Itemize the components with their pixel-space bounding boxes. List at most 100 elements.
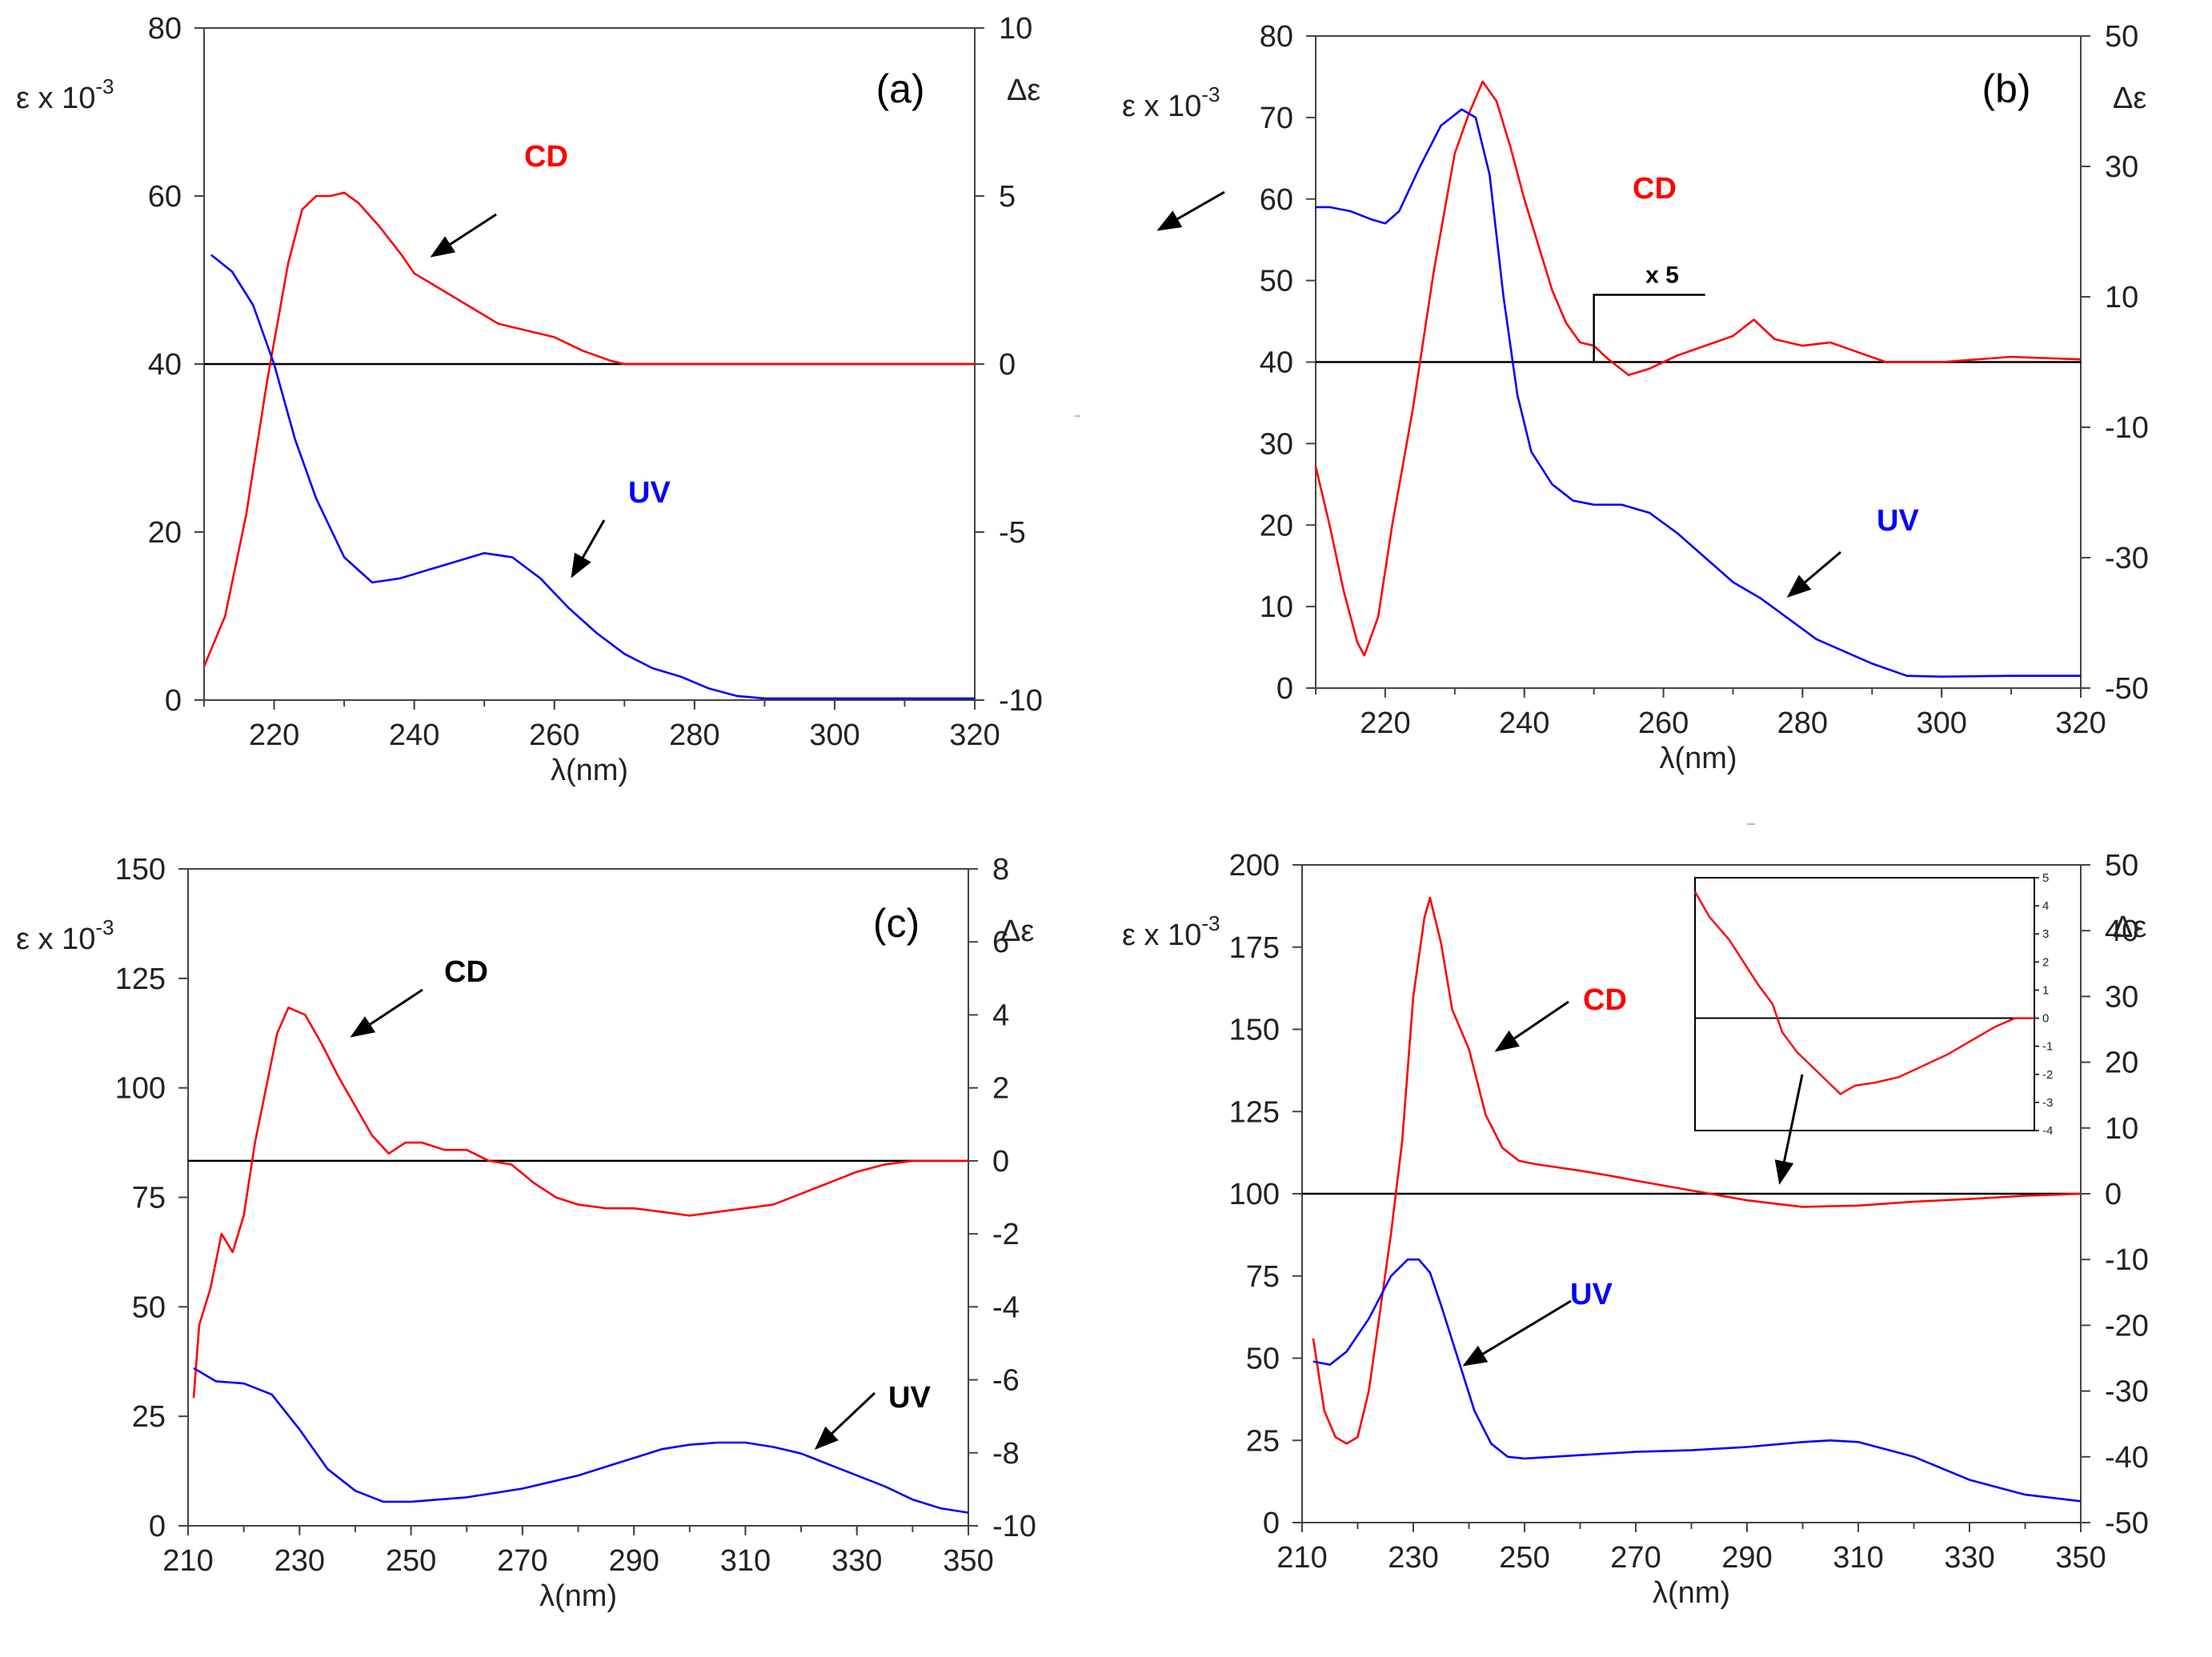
y-left-axis-title: ε x 10-3 [1122,82,1220,123]
y-left-tick-label: 0 [1263,1507,1280,1540]
y-left-axis-title-main: ε x 10 [1122,90,1201,123]
x-tick-label: 330 [1944,1541,1994,1575]
y-left-axis-title-exponent: -3 [1201,82,1220,106]
y-left-tick-label: 0 [165,684,182,718]
x-tick-label: 320 [949,718,1000,752]
series-cd-line [202,191,975,667]
x-tick-label: 240 [389,718,439,752]
x-axis-title: λ(nm) [551,754,628,787]
uv-annotation-label: UV [628,476,671,510]
y-left-tick-label: 75 [1246,1260,1280,1294]
x-tick-label: 330 [832,1544,882,1578]
y-left-tick-label: 75 [132,1182,166,1215]
series-uv-line [1316,108,2081,678]
x-axis-title: λ(nm) [1653,1576,1730,1610]
inset-y-tick-label: 1 [2042,983,2049,997]
y-right-tick-label: 0 [999,348,1016,382]
uv-annotation-label: UV [1570,1278,1613,1311]
cd-annotation-label: CD [444,955,488,989]
inset-y-tick-label: 2 [2042,955,2049,969]
y-right-tick-label: 10 [2105,281,2138,314]
x-tick-label: 300 [809,718,860,752]
x-tick-label: 230 [274,1544,325,1578]
uv-annotation-arrow [571,519,606,578]
y-right-tick-label: 50 [2105,849,2138,883]
x5-label: x 5 [1645,262,1679,289]
series-uv-line [193,1367,969,1514]
cd-annotation-arrow [350,988,423,1038]
y-right-tick-label: -10 [999,684,1043,718]
y-right-tick-label: 20 [2105,1047,2138,1080]
inset-y-tick-label: 3 [2042,927,2049,941]
y-left-tick-label: 80 [148,12,182,46]
x-tick-label: 280 [1777,706,1828,740]
x-tick-label: 210 [1276,1541,1327,1575]
x-tick-label: 250 [386,1544,436,1578]
y-right-tick-label: -10 [2105,411,2149,445]
x-tick-label: 310 [720,1544,771,1578]
y-right-tick-label: -30 [2105,542,2149,575]
series-cd-line [1312,896,2082,1445]
x-tick-label: 260 [1638,706,1689,740]
inset-frame [1694,877,2035,1131]
plot-frame [187,868,969,1527]
x-tick-label: 320 [2055,706,2106,740]
y-left-tick-label: 60 [1260,183,1293,217]
chart-panel-c: 210 230 250 270 290 310 330 350 0 25 50 75 100 125 150… [16,853,1036,1613]
chart-panel-b: 220 240 260 280 300 320 0 10 20 30 40 50 60 70 80 -50 -3… [1122,20,2149,825]
x-tick-label: 210 [162,1544,213,1578]
y-left-tick-label: 0 [149,1510,166,1543]
y-left-axis-title-main: ε x 10 [16,923,95,956]
y-right-tick-label: -8 [992,1437,1020,1471]
inset-y-tick-label: 5 [2042,871,2049,885]
x-tick-label: 230 [1388,1541,1438,1575]
y-right-tick-label: -6 [992,1364,1020,1398]
y-right-tick-label: 10 [999,12,1032,46]
y-left-axis-title-exponent: -3 [1201,911,1220,935]
y-left-tick-label: 80 [1260,20,1293,54]
x-axis-title: λ(nm) [539,1579,617,1613]
y-right-tick-label: -4 [992,1291,1020,1324]
y-right-axis-title: Δε [1007,74,1040,107]
series-cd-line [192,1007,968,1399]
uv-annotation-label: UV [1877,504,1919,538]
y-right-tick-label: 30 [2105,150,2138,184]
uv-annotation-arrow [814,1391,876,1451]
x-tick-label: 270 [497,1544,547,1578]
y-left-tick-label: 25 [132,1400,166,1434]
x5-bracket [1593,294,1705,362]
y-left-tick-label: 30 [1260,427,1293,461]
y-right-tick-label: -10 [2105,1243,2149,1277]
chart-panel-a: 220 240 260 280 300 320 0 20 40 60 80 -10 -5 0 5 10 λ(nm… [16,12,1080,787]
y-left-tick-label: 100 [115,1072,166,1106]
x-tick-label: 220 [249,718,299,752]
y-left-tick-label: 0 [1276,672,1293,706]
y-right-tick-label: 8 [992,853,1009,887]
y-right-tick-label: 10 [2105,1112,2138,1146]
y-right-tick-label: 50 [2105,20,2138,54]
cd-annotation-label: CD [1583,983,1627,1017]
y-right-tick-label: -50 [2105,1507,2149,1540]
inset-y-tick-label: 4 [2042,899,2049,913]
x-tick-label: 220 [1360,706,1410,740]
x-tick-label: 350 [943,1544,993,1578]
cd-annotation-arrow [1156,190,1225,231]
y-left-tick-label: 20 [1260,509,1293,542]
y-left-tick-label: 125 [1229,1095,1280,1129]
y-left-tick-label: 175 [1229,931,1280,965]
y-left-tick-label: 40 [148,348,182,382]
x-tick-label: 310 [1833,1541,1883,1575]
series-cd-line [1314,80,2082,657]
y-right-tick-label: -50 [2105,672,2149,706]
x-tick-label: 350 [2055,1541,2106,1575]
x-tick-label: 300 [1916,706,1966,740]
y-left-axis-title: ε x 10-3 [16,915,114,956]
cd-annotation-arrow [430,213,497,258]
uv-annotation-arrow [1462,1299,1572,1367]
panel-label: (a) [876,66,924,111]
y-right-tick-label: 40 [2105,915,2138,948]
uv-annotation-arrow [1786,550,1841,598]
inset-y-tick-label: -2 [2042,1068,2053,1082]
x-tick-label: 290 [608,1544,659,1578]
y-left-axis-title-exponent: -3 [95,915,114,939]
